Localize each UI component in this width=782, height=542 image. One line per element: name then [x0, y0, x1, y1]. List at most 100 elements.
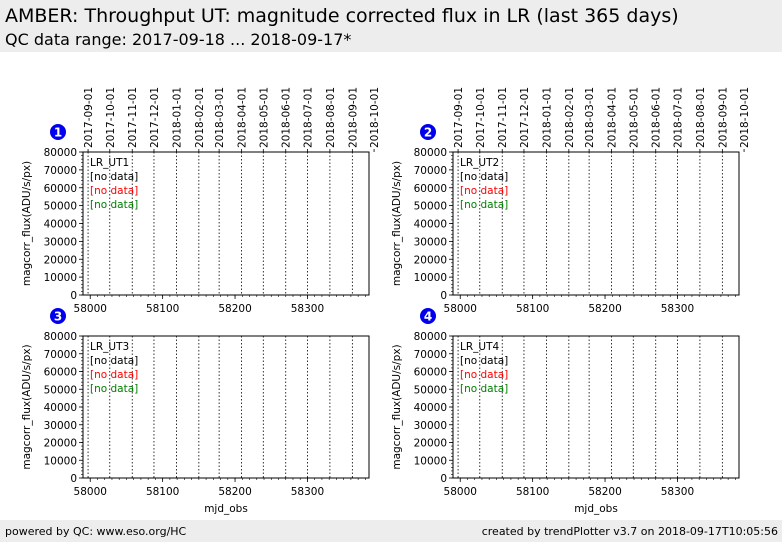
- y-tick-label: 40000: [414, 402, 447, 414]
- top-date-label: 2018-08-01: [325, 87, 337, 148]
- panel-number-badge: [50, 308, 66, 324]
- top-date-label: 2018-05-01: [628, 87, 640, 148]
- y-tick-label: 0: [70, 290, 77, 302]
- page-footer: powered by QC: www.eso.org/HC created by…: [0, 520, 782, 542]
- top-date-label: 2018-06-01: [651, 87, 663, 148]
- y-tick-label: 0: [440, 290, 447, 302]
- y-tick-label: 20000: [44, 438, 77, 450]
- top-date-label: 2018-08-01: [695, 87, 707, 148]
- y-tick-label: 40000: [44, 402, 77, 414]
- plot-frame: [82, 151, 370, 296]
- y-axis-label: magcorr_flux(ADU/s/px): [21, 344, 33, 469]
- panel-number-badge: [50, 124, 66, 140]
- x-tick-label: 58300: [291, 303, 324, 315]
- series-label: LR_UT2: [460, 157, 499, 169]
- top-date-label: 2017-11-01: [127, 87, 139, 148]
- top-date-label: 2018-01-01: [171, 87, 183, 148]
- no-data-label: [no data]: [90, 185, 138, 197]
- top-date-label: 2018-07-01: [672, 87, 684, 148]
- x-tick-label: 58100: [146, 303, 179, 315]
- panel-number: 1: [54, 126, 62, 140]
- top-date-label: 2018-07-01: [302, 87, 314, 148]
- no-data-label: [no data]: [90, 199, 138, 211]
- y-tick-label: 20000: [414, 438, 447, 450]
- plot-area: [453, 336, 739, 478]
- x-tick-label: 58000: [74, 303, 107, 315]
- y-tick-label: 20000: [44, 254, 77, 266]
- top-date-label: 2018-06-01: [281, 87, 293, 148]
- y-tick-label: 0: [440, 473, 447, 485]
- page-header: AMBER: Throughput UT: magnitude correcte…: [0, 0, 782, 52]
- y-tick-label: 40000: [414, 219, 447, 231]
- x-tick-label: 58100: [146, 486, 179, 498]
- x-tick-label: 58000: [444, 303, 477, 315]
- top-date-label: 2018-04-01: [237, 87, 249, 148]
- series-label: LR_UT3: [90, 341, 129, 353]
- y-axis-label: magcorr_flux(ADU/s/px): [391, 161, 403, 286]
- top-date-label: 2018-02-01: [564, 87, 576, 148]
- y-tick-label: 70000: [414, 165, 447, 177]
- top-date-label: 2017-10-01: [105, 87, 117, 148]
- page-subtitle: QC data range: 2017-09-18 ... 2018-09-17…: [5, 30, 352, 49]
- plot-area: [83, 152, 369, 295]
- x-tick-label: 58200: [588, 486, 621, 498]
- x-tick-label: 58000: [444, 486, 477, 498]
- y-tick-label: 50000: [44, 201, 77, 213]
- top-date-label: 2018-09-01: [717, 87, 729, 148]
- panel-number-badge: [420, 308, 436, 324]
- y-tick-label: 40000: [44, 219, 77, 231]
- y-tick-label: 30000: [414, 420, 447, 432]
- panel-number: 2: [424, 126, 432, 140]
- y-tick-label: 80000: [414, 147, 447, 159]
- no-data-label: [no data]: [90, 355, 138, 367]
- top-date-label: 2018-03-01: [584, 87, 596, 148]
- x-tick-label: 58200: [218, 303, 251, 315]
- y-tick-label: 80000: [414, 331, 447, 343]
- top-date-label: 2018-10-01: [739, 87, 751, 148]
- y-tick-label: 10000: [44, 455, 77, 467]
- y-tick-label: 30000: [414, 236, 447, 248]
- no-data-label: [no data]: [460, 171, 508, 183]
- x-tick-label: 58300: [661, 303, 694, 315]
- no-data-label: [no data]: [90, 171, 138, 183]
- y-tick-label: 50000: [414, 201, 447, 213]
- top-date-label: 2017-09-01: [453, 87, 465, 148]
- no-data-label: [no data]: [460, 383, 508, 395]
- y-tick-label: 30000: [44, 236, 77, 248]
- y-tick-label: 50000: [44, 384, 77, 396]
- panel-number: 3: [54, 310, 62, 324]
- x-axis-label: mjd_obs: [204, 503, 248, 515]
- plot-frame: [82, 335, 370, 479]
- plot-area: [83, 336, 369, 478]
- top-date-label: 2017-09-01: [83, 87, 95, 148]
- x-tick-label: 58200: [588, 303, 621, 315]
- x-tick-label: 58100: [516, 486, 549, 498]
- x-tick-label: 58200: [218, 486, 251, 498]
- panel-number-badge: [420, 124, 436, 140]
- x-tick-label: 58100: [516, 303, 549, 315]
- top-date-label: 2018-02-01: [194, 87, 206, 148]
- y-tick-label: 20000: [414, 254, 447, 266]
- y-tick-label: 10000: [414, 272, 447, 284]
- page-title: AMBER: Throughput UT: magnitude correcte…: [5, 5, 679, 27]
- x-tick-label: 58000: [74, 486, 107, 498]
- top-date-label: 2017-12-01: [149, 87, 161, 148]
- top-date-label: 2018-04-01: [607, 87, 619, 148]
- no-data-label: [no data]: [90, 369, 138, 381]
- no-data-label: [no data]: [460, 355, 508, 367]
- x-tick-label: 58300: [291, 486, 324, 498]
- top-date-label: 2018-10-01: [369, 87, 381, 148]
- x-tick-label: 58300: [661, 486, 694, 498]
- y-axis-label: magcorr_flux(ADU/s/px): [391, 344, 403, 469]
- plot-area: [453, 152, 739, 295]
- top-date-label: 2018-09-01: [347, 87, 359, 148]
- trend-plots: 0 10000 20000 30000 40000 50000 60000 70000 8000…: [21, 87, 751, 515]
- top-date-label: 2018-01-01: [541, 87, 553, 148]
- no-data-label: [no data]: [460, 185, 508, 197]
- no-data-label: [no data]: [90, 383, 138, 395]
- top-date-label: 2017-11-01: [497, 87, 509, 148]
- y-axis-label: magcorr_flux(ADU/s/px): [21, 161, 33, 286]
- top-date-label: 2018-05-01: [258, 87, 270, 148]
- x-axis-label: mjd_obs: [574, 503, 618, 515]
- y-tick-label: 10000: [414, 455, 447, 467]
